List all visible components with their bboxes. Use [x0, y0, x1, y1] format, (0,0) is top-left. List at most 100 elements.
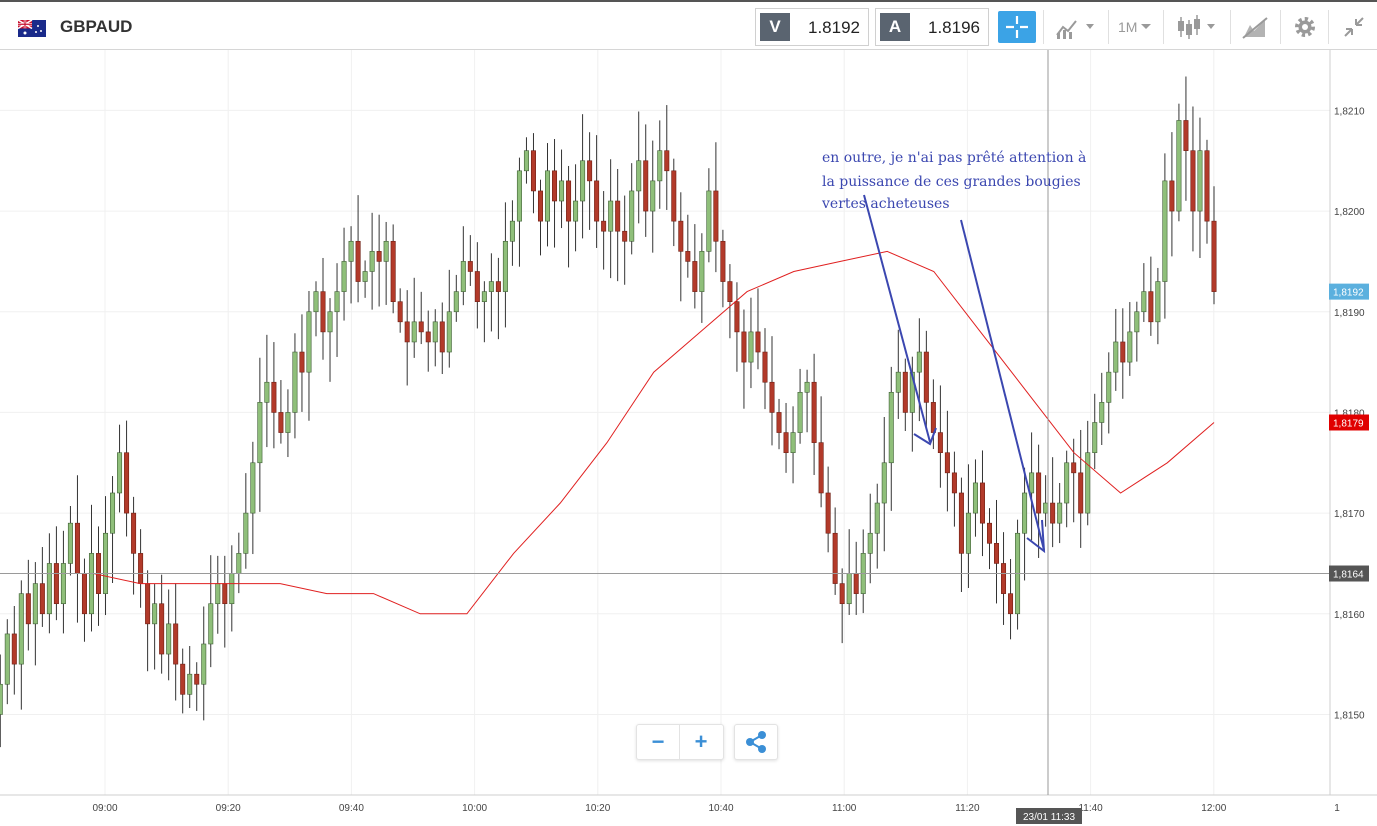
- x-tick-label: 11:20: [955, 803, 980, 814]
- candle-body: [776, 412, 782, 433]
- candlestick-button[interactable]: [1172, 11, 1224, 43]
- arrow-1: [863, 194, 931, 443]
- candle-body: [145, 583, 151, 625]
- candle-body: [587, 160, 593, 182]
- candle-body: [215, 583, 221, 605]
- candle-body: [734, 301, 740, 333]
- candle-body: [1078, 472, 1084, 514]
- candle-body: [629, 190, 635, 242]
- candle-body: [615, 200, 621, 232]
- candle-body: [916, 351, 922, 373]
- collapse-button[interactable]: [1338, 11, 1370, 43]
- candle-body: [397, 301, 403, 323]
- candle-body: [846, 573, 852, 605]
- candle-body: [222, 583, 228, 605]
- candle-body: [657, 150, 663, 182]
- candle-body: [559, 180, 565, 202]
- candle-body: [523, 150, 529, 172]
- candle-body: [1036, 472, 1042, 514]
- settings-button[interactable]: [1289, 11, 1321, 43]
- candle-body: [994, 543, 1000, 564]
- candle-body: [566, 180, 572, 222]
- crosshair-price-badge: 1,8164: [1329, 565, 1369, 582]
- bid-tag: V: [760, 13, 790, 41]
- y-tick-label: 1,8150: [1334, 710, 1365, 721]
- candle-body: [580, 160, 586, 202]
- candle-body: [1162, 180, 1168, 282]
- candle-body: [1092, 422, 1098, 454]
- candle-body: [895, 371, 901, 393]
- x-tick-label: 10:20: [585, 803, 610, 814]
- candle-body: [362, 271, 368, 282]
- candle-body: [552, 170, 558, 202]
- x-tick-label: 10:40: [708, 803, 733, 814]
- candle-body: [1120, 341, 1126, 363]
- ma-value-badge-label: 1,8179: [1333, 419, 1364, 430]
- candle-body: [530, 150, 536, 192]
- candle-body: [965, 512, 971, 554]
- candle-body: [643, 160, 649, 212]
- candle-body: [250, 462, 256, 514]
- candle-body: [306, 311, 312, 373]
- candle-body: [937, 432, 943, 454]
- candle-body: [1085, 452, 1091, 514]
- candle-body: [173, 623, 179, 665]
- candle-body: [1008, 593, 1014, 615]
- x-tick-label: 11:00: [832, 803, 857, 814]
- candle-body: [418, 321, 424, 333]
- annotation-line-2: la puissance de ces grandes bougies: [822, 174, 1081, 190]
- zoom-in-button[interactable]: +: [694, 729, 708, 754]
- candle-body: [327, 311, 333, 333]
- price-chart[interactable]: 1,8150 1,8160 1,8170 1,8180 1,8190 1,8200 1,82…: [0, 50, 1377, 826]
- share-icon: [746, 731, 766, 753]
- gear-icon: [1295, 17, 1315, 37]
- ma-value-badge: 1,8179: [1329, 414, 1369, 431]
- candle-body: [1043, 502, 1049, 514]
- candle-body: [474, 271, 480, 302]
- chart-type-button[interactable]: [1052, 11, 1102, 43]
- candle-body: [1141, 291, 1147, 313]
- candle-body: [790, 432, 796, 454]
- candle-body: [88, 553, 94, 615]
- top-toolbar: GBPAUD V 1.8192 A 1.8196 1M: [0, 0, 1377, 50]
- chevron-down-icon: [1141, 24, 1151, 29]
- candle-body: [1197, 150, 1203, 212]
- candle-body: [537, 190, 543, 222]
- zoom-out-button[interactable]: −: [637, 725, 680, 759]
- candle-body: [692, 261, 698, 292]
- ask-price-button[interactable]: A 1.8196: [875, 8, 989, 46]
- grid: [0, 50, 1330, 795]
- candle-body: [187, 673, 193, 695]
- candle-body: [39, 583, 45, 615]
- candle-body: [313, 291, 319, 313]
- y-tick-label: 1,8190: [1334, 308, 1365, 319]
- candle-body: [930, 402, 936, 433]
- share-button[interactable]: [734, 724, 778, 760]
- crosshair-price-badge-label: 1,8164: [1333, 570, 1364, 581]
- y-tick-label: 1,8180: [1334, 408, 1365, 419]
- candle-body: [131, 512, 137, 554]
- candle-body: [1022, 492, 1028, 534]
- drawing-tools-button[interactable]: [1238, 11, 1272, 43]
- candle-body: [110, 492, 116, 534]
- candle-body: [1183, 120, 1189, 151]
- candle-body: [664, 150, 670, 172]
- arrow-1-head: [913, 427, 937, 446]
- candle-body: [1001, 563, 1007, 594]
- candle-body: [383, 240, 389, 262]
- candle-body: [257, 402, 263, 464]
- crosshair-time-badge: 23/01 11:33: [1016, 808, 1082, 824]
- moving-average-line: [0, 250, 1215, 615]
- bid-price-button[interactable]: V 1.8192: [755, 8, 869, 46]
- candle-body: [81, 573, 87, 615]
- drawing-icon: [1242, 17, 1268, 39]
- candle-body: [608, 200, 614, 232]
- candle-body: [124, 452, 130, 514]
- candle-body: [825, 492, 831, 534]
- candle-body: [783, 432, 789, 454]
- candle-body: [839, 583, 845, 605]
- candle-body: [573, 200, 579, 222]
- timeframe-dropdown[interactable]: 1M: [1114, 11, 1158, 43]
- candle-body: [264, 381, 270, 403]
- crosshair-button[interactable]: [998, 11, 1036, 43]
